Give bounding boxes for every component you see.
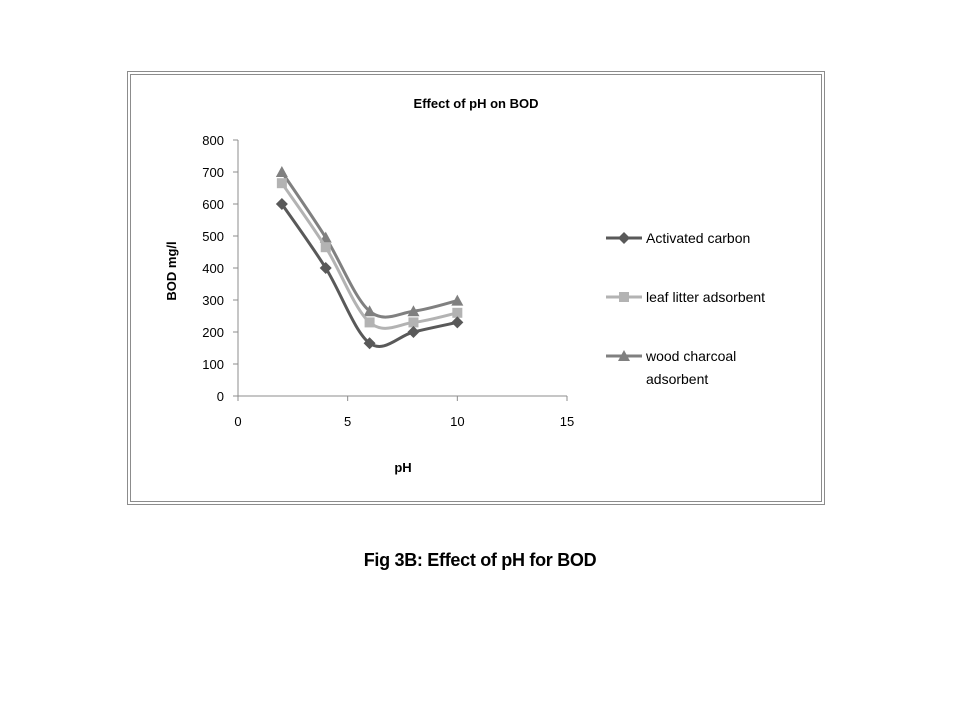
y-tick-label: 600: [202, 197, 224, 212]
y-tick-label: 0: [217, 389, 224, 404]
chart-frame-inner-border: [130, 74, 822, 502]
x-tick-label: 10: [450, 414, 464, 429]
axes: 0 100 200 300 400 500 600 700 800 0 5 10 15: [202, 133, 574, 429]
legend-entry: wood charcoal adsorbent: [606, 348, 736, 387]
data-point: [451, 316, 464, 329]
x-tick-label: 15: [560, 414, 574, 429]
legend-entry: leaf litter adsorbent: [606, 289, 765, 305]
series-triangle: [275, 166, 464, 319]
y-tick-label: 400: [202, 261, 224, 276]
legend-marker: [618, 350, 630, 361]
legend-label: wood charcoal adsorbent: [645, 348, 736, 387]
series-square: [276, 178, 463, 330]
series-lines: [275, 166, 464, 350]
legend-entry: Activated carbon: [606, 230, 750, 246]
data-point: [452, 307, 463, 318]
x-tick-label: 0: [234, 414, 241, 429]
data-point: [320, 242, 331, 253]
series-line: [280, 171, 458, 319]
legend-marker: [618, 232, 630, 244]
x-tick-label: 5: [344, 414, 351, 429]
legend: Activated carbon leaf litter adsorbent woo…: [606, 230, 765, 387]
y-tick-label: 700: [202, 165, 224, 180]
series-diamond: [275, 198, 464, 350]
data-point: [364, 317, 375, 328]
y-tick-label: 800: [202, 133, 224, 148]
y-axis-label: BOD mg/l: [164, 241, 179, 300]
data-point: [275, 166, 288, 177]
figure-caption: Fig 3B: Effect of pH for BOD: [363, 550, 597, 570]
legend-marker: [619, 292, 629, 302]
y-tick-label: 500: [202, 229, 224, 244]
data-point: [407, 305, 420, 317]
line-chart: Effect of pH on BOD BOD mg/l pH 01002003…: [164, 96, 765, 475]
y-tick-label: 300: [202, 293, 224, 308]
legend-label: leaf litter adsorbent: [646, 289, 765, 305]
y-tick-label: 200: [202, 325, 224, 340]
data-point: [408, 317, 419, 328]
data-point: [276, 178, 287, 189]
data-point: [363, 305, 376, 317]
legend-label: Activated carbon: [646, 230, 750, 246]
y-tick-label: 100: [202, 357, 224, 372]
data-point: [319, 262, 332, 274]
x-axis-label: pH: [394, 460, 411, 475]
data-point: [451, 294, 464, 306]
chart-frame: Effect of pH on BOD BOD mg/l pH 0 100 200 3…: [127, 71, 825, 505]
data-point: [275, 198, 288, 210]
data-point: [407, 326, 420, 338]
chart-title: Effect of pH on BOD: [414, 96, 539, 111]
data-point: [363, 337, 376, 350]
